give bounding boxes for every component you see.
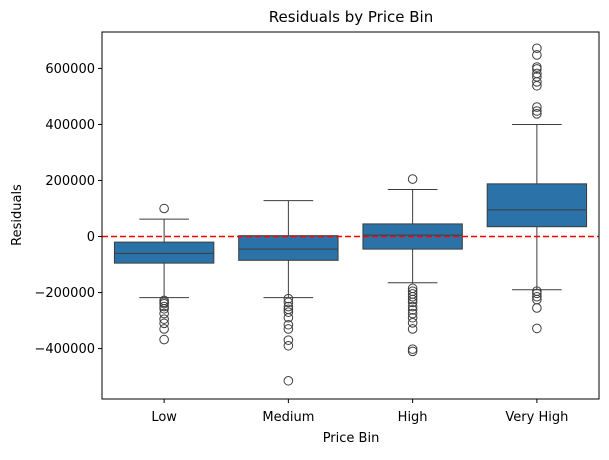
box-medium (238, 235, 339, 261)
outlier-point (283, 297, 294, 308)
outlier-point (532, 68, 542, 79)
outlier-point (283, 340, 294, 351)
outlier-point (159, 301, 169, 312)
y-axis-label: Residuals (10, 184, 25, 246)
outlier-point (283, 307, 294, 317)
outlier-point (407, 294, 418, 305)
outlier-point (283, 293, 294, 304)
outlier-point (532, 109, 542, 119)
y-tick-label: 0 (87, 230, 95, 245)
y-tick-label: 400000 (45, 118, 95, 133)
x-tick-label: Low (151, 410, 177, 425)
outlier-point (159, 308, 169, 319)
plot-layer: −400000 −200000 0 200000 400000 600000 Low Medi… (34, 43, 599, 425)
outlier-point (407, 312, 418, 323)
y-tick-label: −200000 (34, 286, 95, 301)
outlier-point (532, 291, 542, 302)
outlier-point (283, 301, 294, 312)
x-tick-label: Very High (505, 410, 568, 425)
outlier-point (407, 324, 418, 334)
outlier-point (532, 50, 542, 60)
outlier-point (532, 303, 542, 313)
x-tick-label: Medium (262, 410, 314, 425)
chart-title: Residuals by Price Bin (269, 8, 433, 26)
outlier-point (283, 319, 294, 330)
outlier-point (532, 106, 542, 116)
y-tick-label: 600000 (45, 62, 95, 77)
outlier-point (407, 308, 418, 319)
outlier-point (407, 305, 418, 315)
outlier-point (532, 62, 542, 72)
plot-frame (101, 31, 600, 400)
outlier-point (532, 102, 542, 112)
outlier-point (532, 323, 542, 334)
outlier-point (407, 174, 418, 184)
outlier-point (159, 203, 169, 214)
x-tick-label: High (398, 410, 428, 425)
outlier-point (283, 312, 294, 323)
outlier-point (407, 344, 418, 354)
outlier-point (159, 318, 169, 329)
outlier-point (159, 298, 169, 309)
y-tick-label: −400000 (34, 342, 95, 357)
outlier-point (159, 314, 169, 324)
outlier-point (159, 303, 169, 314)
x-axis-label: Price Bin (323, 431, 380, 446)
box-low (113, 241, 215, 264)
outlier-point (407, 346, 418, 357)
outlier-point (532, 288, 542, 299)
outlier-point (407, 297, 418, 308)
outlier-point (283, 324, 294, 334)
outlier-point (159, 334, 169, 345)
outlier-point (532, 43, 542, 54)
y-tick-label: 200000 (45, 174, 95, 189)
outlier-point (532, 72, 542, 82)
outlier-point (283, 375, 294, 386)
outlier-point (407, 291, 418, 302)
outlier-point (283, 335, 294, 345)
outlier-point (407, 301, 418, 312)
box-very-high (486, 183, 588, 228)
outlier-point (407, 317, 418, 328)
outlier-point (159, 324, 169, 334)
